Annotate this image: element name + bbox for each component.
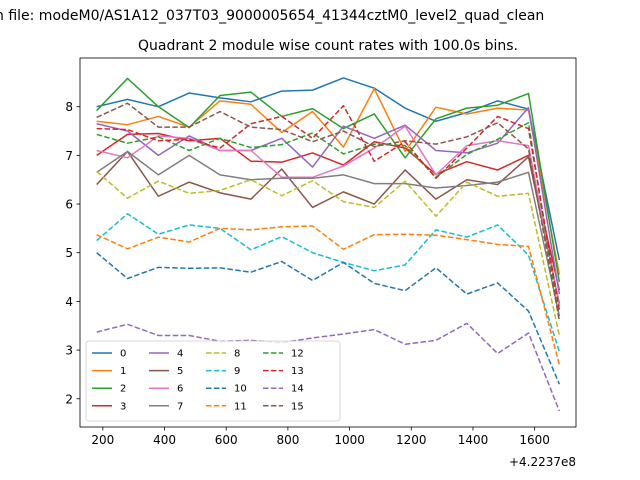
legend-label-2: 2 [120, 384, 126, 395]
series-line-10 [96, 252, 561, 385]
axes-frame [79, 57, 577, 428]
series-line-14 [96, 322, 561, 412]
series-line-8 [96, 170, 561, 336]
chart-title: Quadrant 2 module wise count rates with … [138, 38, 518, 54]
legend-label-9: 9 [234, 366, 240, 377]
series-line-15 [96, 102, 561, 322]
legend-label-4: 4 [177, 349, 183, 360]
y-tick-label: 3 [65, 344, 73, 358]
x-tick-label: 1400 [458, 433, 489, 447]
axes: 200 400 600 800 1000 1200 1400 1600 2 3 4 5 6 7 8 [65, 57, 577, 447]
legend-label-7: 7 [177, 401, 183, 412]
series-line-12 [96, 122, 561, 321]
series-line-9 [96, 213, 561, 352]
legend-label-11: 11 [234, 401, 247, 412]
legend-box [85, 340, 341, 422]
x-tick-label: 1200 [396, 433, 427, 447]
x-offset-label: +4.2237e8 [509, 455, 576, 469]
legend-label-3: 3 [120, 401, 126, 412]
x-tick-label: 800 [276, 433, 299, 447]
legend-label-0: 0 [120, 349, 126, 360]
figure-suptitle: n file: modeM0/AS1A12_037T03_9000005654_… [0, 8, 545, 24]
legend-label-5: 5 [177, 366, 183, 377]
legend-label-13: 13 [291, 366, 304, 377]
series-line-5 [96, 150, 561, 304]
series-line-6 [96, 125, 561, 307]
series-line-7 [96, 150, 561, 317]
y-tick-label: 4 [65, 295, 73, 309]
legend-label-10: 10 [234, 384, 247, 395]
y-tick-label: 5 [65, 246, 73, 260]
x-tick-label: 1000 [334, 433, 365, 447]
legend-label-6: 6 [177, 384, 183, 395]
legend-label-8: 8 [234, 349, 240, 360]
legend-label-15: 15 [291, 401, 304, 412]
legend-label-14: 14 [291, 384, 304, 395]
series-lines [96, 77, 561, 412]
y-tick-label: 6 [65, 198, 73, 212]
series-line-11 [96, 225, 561, 365]
x-tick-label: 200 [91, 433, 114, 447]
legend-label-1: 1 [120, 366, 126, 377]
series-line-2 [96, 77, 561, 283]
y-tick-label: 8 [65, 100, 73, 114]
x-tick-label: 1600 [519, 433, 550, 447]
series-line-1 [96, 87, 561, 275]
y-tick-label: 7 [65, 149, 73, 163]
x-tick-label: 600 [215, 433, 238, 447]
legend-label-12: 12 [291, 349, 304, 360]
x-tick-label: 400 [153, 433, 176, 447]
series-line-13 [96, 104, 561, 311]
y-tick-label: 2 [65, 392, 73, 406]
series-line-4 [96, 106, 561, 295]
